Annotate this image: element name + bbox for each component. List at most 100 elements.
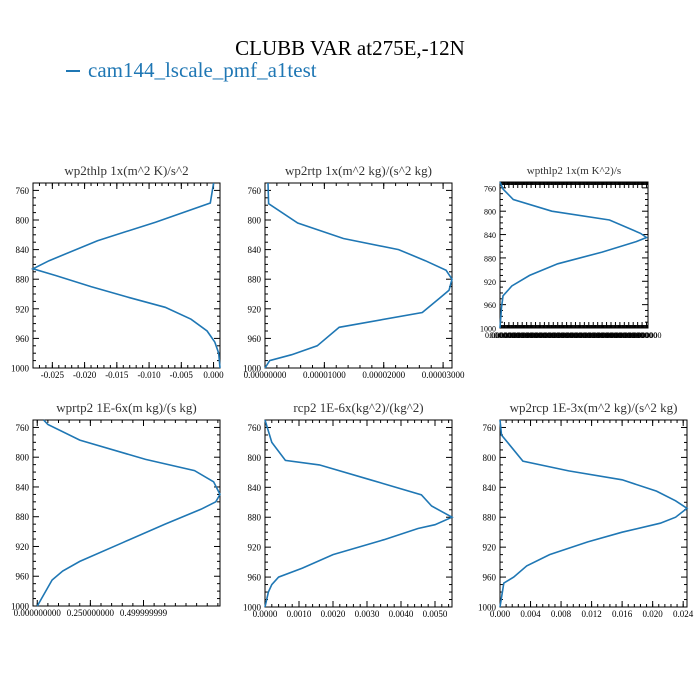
- x-tick-label: 0.000000: [623, 331, 653, 340]
- chart-panel: wprtp2 1E-6x(m kg)/(s kg) 760 800 840 880 920…: [11, 400, 221, 618]
- x-tick-label: 0.0010: [287, 609, 312, 619]
- y-tick-label: 800: [16, 216, 30, 226]
- y-tick-label: 880: [484, 254, 496, 263]
- x-tick-label: 0.000000: [489, 331, 519, 340]
- y-tick-label: 760: [16, 423, 30, 433]
- y-tick-label: 1000: [243, 364, 262, 374]
- y-tick-label: 800: [483, 453, 497, 463]
- y-tick-label: 1000: [480, 325, 496, 334]
- x-tick-label: -0.025: [41, 370, 65, 380]
- x-tick-label: 0.0020: [321, 609, 346, 619]
- x-tick-label: 0.000000: [605, 331, 635, 340]
- y-tick-label: 880: [483, 513, 497, 523]
- y-tick-label: 960: [248, 573, 262, 583]
- x-tick-label: 0.0030: [355, 609, 380, 619]
- chart-panel: rcp2 1E-6x(kg^2)/(kg^2) 760 800 840 880 920 96…: [243, 400, 454, 619]
- y-tick-label: 920: [248, 304, 262, 314]
- x-tick-label: 0.000000: [578, 331, 608, 340]
- chart-title: wp2rtp 1x(m^2 kg)/(s^2 kg): [285, 163, 432, 178]
- x-tick-label: 0.000000: [596, 331, 626, 340]
- x-tick-label: 0.0050: [423, 609, 448, 619]
- chart-title: rcp2 1E-6x(kg^2)/(kg^2): [293, 400, 423, 415]
- y-tick-label: 920: [16, 304, 30, 314]
- chart-panel: wpthlp2 1x(m K^2)/s 760 800 840 880 920 960 100…: [480, 165, 662, 340]
- y-tick-label: 920: [16, 542, 30, 552]
- x-tick-label: 0.000000: [538, 331, 568, 340]
- y-tick-label: 840: [248, 483, 262, 493]
- x-tick-label: 0.000000: [516, 331, 546, 340]
- x-tick-label: 0.000000: [583, 331, 613, 340]
- legend-label: cam144_lscale_pmf_a1test: [88, 58, 317, 82]
- chart-title: wp2thlp 1x(m^2 K)/s^2: [64, 163, 188, 178]
- x-tick-label: 0.000000: [556, 331, 586, 340]
- chart-panel: wp2rtp 1x(m^2 kg)/(s^2 kg) 760 800 840 880 92…: [243, 163, 465, 380]
- x-tick-label: 0.000000: [569, 331, 599, 340]
- y-tick-label: 960: [484, 301, 496, 310]
- x-tick-label: 0.000000: [632, 331, 662, 340]
- y-tick-label: 880: [248, 275, 262, 285]
- x-tick-label: -0.005: [170, 370, 194, 380]
- series-line: [264, 182, 453, 369]
- x-tick-label: 0.000000: [507, 331, 537, 340]
- y-tick-label: 760: [484, 184, 496, 193]
- x-tick-label: 0.0040: [389, 609, 414, 619]
- chart-title: wprtp2 1E-6x(m kg)/(s kg): [56, 400, 196, 415]
- y-tick-label: 880: [248, 513, 262, 523]
- x-tick-label: 0.00000000: [244, 370, 287, 380]
- legend-swatch: [66, 69, 80, 72]
- x-tick-label: 0.008: [551, 609, 572, 619]
- series-line: [30, 182, 221, 369]
- x-tick-label: 0.000000: [529, 331, 559, 340]
- x-tick-label: 0.016: [612, 609, 633, 619]
- x-tick-label: 0.000000: [618, 331, 648, 340]
- plot-frame: [32, 419, 221, 607]
- plot-frame: [32, 182, 221, 369]
- figure-title: CLUBB VAR at275E,-12N: [235, 36, 465, 60]
- y-tick-label: 800: [16, 453, 30, 463]
- series-line: [36, 419, 221, 607]
- x-tick-label: 0.00003000: [422, 370, 465, 380]
- x-tick-label: 0.000000: [525, 331, 555, 340]
- x-tick-label: 0.00001000: [303, 370, 346, 380]
- y-tick-label: 1000: [11, 602, 30, 612]
- y-tick-label: 960: [16, 572, 30, 582]
- x-tick-label: 0.000000: [494, 331, 524, 340]
- x-tick-label: -0.015: [105, 370, 129, 380]
- y-tick-label: 920: [248, 543, 262, 553]
- chart-panel: wp2rcp 1E-3x(m^2 kg)/(s^2 kg) 760 800 840 88…: [478, 400, 694, 619]
- x-tick-label: 0.000000: [547, 331, 577, 340]
- x-tick-label: 0.499999999: [120, 608, 168, 618]
- x-tick-label: 0.000: [203, 370, 224, 380]
- x-tick-label: 0.000000000: [14, 608, 62, 618]
- series-line: [499, 419, 689, 608]
- x-tick-label: 0.250000000: [67, 608, 115, 618]
- chart-title: wp2rcp 1E-3x(m^2 kg)/(s^2 kg): [510, 400, 678, 415]
- y-tick-label: 760: [16, 186, 30, 196]
- y-tick-label: 800: [484, 208, 496, 217]
- x-tick-label: 0.000000: [521, 331, 551, 340]
- x-tick-label: 0.000000: [534, 331, 564, 340]
- legend: cam144_lscale_pmf_a1test: [66, 58, 317, 83]
- chart-panel: wp2thlp 1x(m^2 K)/s^2 760 800 840 880 920 960 1…: [11, 163, 224, 380]
- x-tick-label: 0.000000: [600, 331, 630, 340]
- x-tick-label: 0.000000: [609, 331, 639, 340]
- chart-title: wpthlp2 1x(m K^2)/s: [527, 165, 621, 177]
- y-tick-label: 1000: [11, 364, 30, 374]
- x-tick-label: 0.000000: [627, 331, 657, 340]
- x-tick-label: 0.000000: [560, 331, 590, 340]
- x-tick-label: 0.024: [673, 609, 694, 619]
- y-tick-label: 920: [484, 278, 496, 287]
- series-line: [499, 181, 649, 329]
- x-tick-label: 0.000000: [485, 331, 515, 340]
- x-tick-label: 0.012: [581, 609, 601, 619]
- series-line: [264, 419, 454, 608]
- x-tick-label: 0.004: [520, 609, 541, 619]
- x-tick-label: 0.000000: [614, 331, 644, 340]
- x-tick-label: 0.00002000: [362, 370, 405, 380]
- y-tick-label: 800: [248, 216, 262, 226]
- x-tick-label: 0.000000: [592, 331, 622, 340]
- x-tick-label: 0.020: [643, 609, 664, 619]
- y-tick-label: 880: [16, 275, 30, 285]
- y-tick-label: 840: [16, 482, 30, 492]
